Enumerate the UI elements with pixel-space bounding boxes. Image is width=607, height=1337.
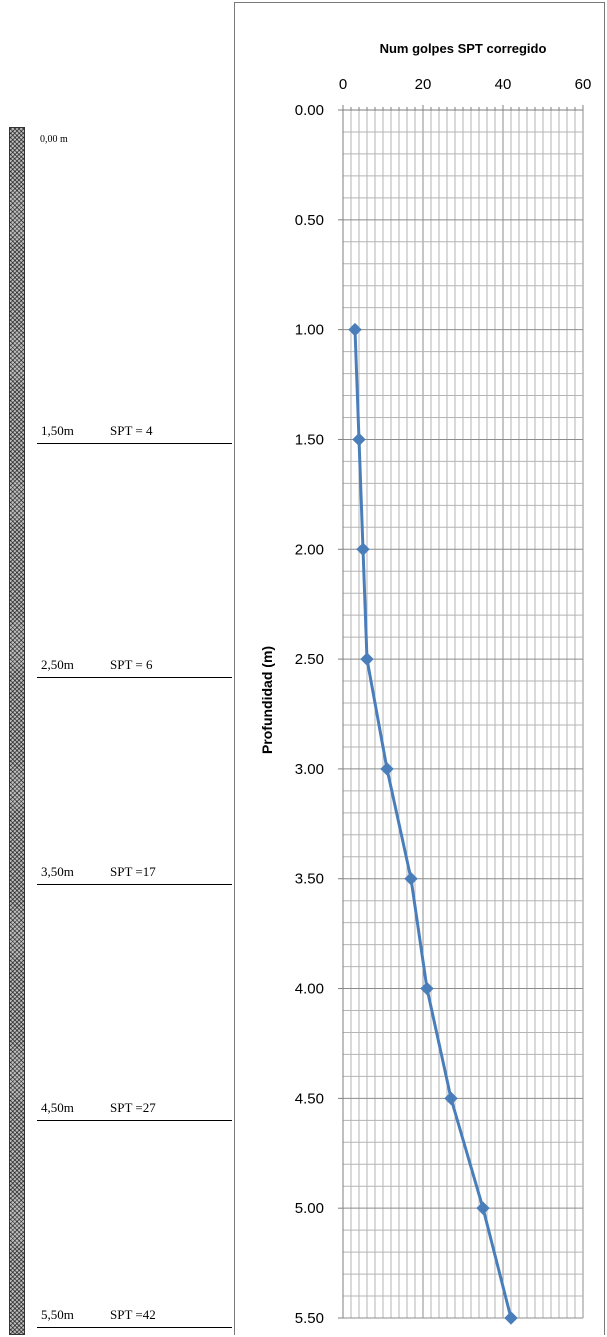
layer-spt-label: SPT = 6: [110, 657, 153, 672]
data-point-marker: [380, 762, 394, 776]
y-tick-label: 3.00: [295, 761, 324, 778]
layer-depth-label: 3,50m: [41, 864, 74, 879]
data-point-marker: [504, 1311, 518, 1325]
x-tick-label: 60: [575, 76, 592, 93]
x-tick-label: 40: [495, 76, 512, 93]
y-tick-label: 2.00: [295, 541, 324, 558]
data-point-marker: [476, 1201, 490, 1215]
chart-frame: [234, 2, 605, 1335]
data-point-marker: [420, 981, 434, 996]
chart-axes: 0 20 40 60 0.00 0.50 1.00 1.50 2.00 2.50 3.00 3.50 4…: [295, 76, 592, 1327]
layer-spt-label: SPT =42: [110, 1307, 156, 1322]
y-tick-label: 3.50: [295, 871, 324, 888]
y-tick-label: 1.00: [295, 322, 324, 339]
y-tick-label: 2.50: [295, 651, 324, 668]
y-tick-label: 4.50: [295, 1090, 324, 1107]
layer-spt-label: SPT = 4: [110, 423, 153, 438]
x-tick-label: 0: [339, 76, 347, 93]
data-point-marker: [348, 322, 362, 337]
soil-column: [9, 127, 25, 1335]
layer-depth-label: 2,50m: [41, 657, 74, 672]
layer-depth-label: 1,50m: [41, 423, 74, 438]
soil-layer-4: 4,50m SPT =27: [37, 1100, 232, 1121]
soil-layer-5: 5,50m SPT =42: [37, 1307, 232, 1328]
y-tick-label: 4.00: [295, 981, 324, 998]
chart-title: Num golpes SPT corregido: [380, 41, 547, 56]
y-tick-label: 5.50: [295, 1310, 324, 1327]
chart-series: [348, 322, 518, 1325]
soil-layer-3: 3,50m SPT =17: [37, 864, 232, 885]
y-axis-label: Profundidad (m): [259, 646, 275, 754]
y-tick-label: 0.50: [295, 212, 324, 229]
data-point-marker: [352, 432, 366, 447]
top-depth-label: 0,00 m: [40, 134, 68, 145]
soil-layer-2: 2,50m SPT = 6: [37, 657, 232, 678]
soil-layer-1: 1,50m SPT = 4: [37, 423, 232, 444]
series-line: [353, 329, 513, 1319]
data-point-marker: [356, 542, 370, 556]
data-point-marker: [360, 652, 374, 666]
y-tick-label: 1.50: [295, 431, 324, 448]
data-point-marker: [404, 872, 418, 886]
layer-depth-label: 5,50m: [41, 1307, 74, 1322]
layer-spt-label: SPT =17: [110, 864, 156, 879]
x-tick-label: 20: [415, 76, 432, 93]
y-tick-label: 0.00: [295, 102, 324, 119]
data-point-marker: [444, 1091, 458, 1106]
layer-spt-label: SPT =27: [110, 1100, 156, 1115]
layer-depth-label: 4,50m: [41, 1100, 74, 1115]
y-tick-label: 5.00: [295, 1200, 324, 1217]
